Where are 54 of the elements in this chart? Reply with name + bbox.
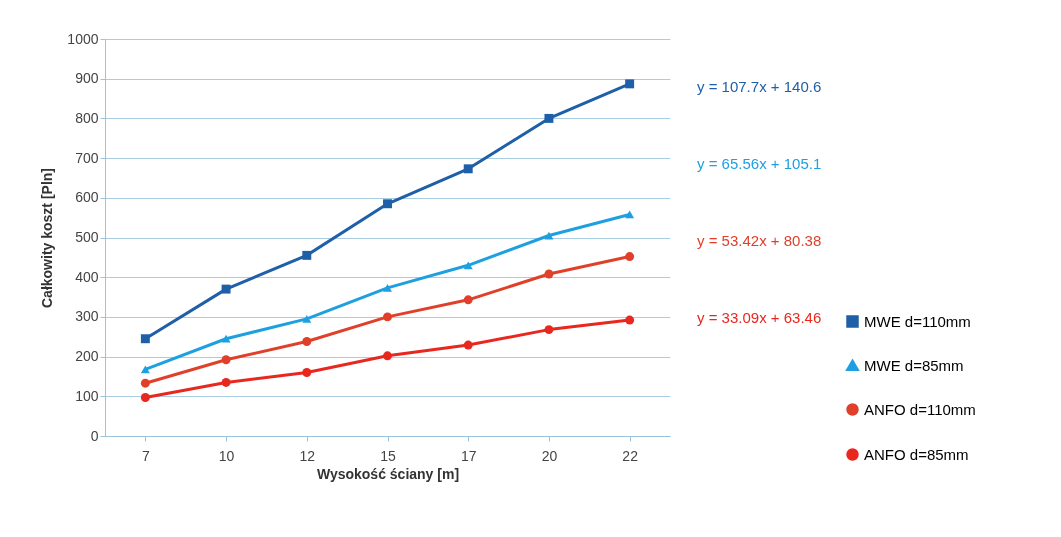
y-tick-label: 100 xyxy=(75,387,99,404)
x-tick-label: 20 xyxy=(541,447,558,464)
x-tick-label: 22 xyxy=(622,447,639,464)
point xyxy=(544,113,554,123)
y-tick-label: 500 xyxy=(75,229,99,245)
point xyxy=(302,250,312,260)
legend-label: MWE d=110mm xyxy=(864,312,971,330)
point xyxy=(463,295,473,305)
point xyxy=(221,377,231,387)
point xyxy=(383,199,392,209)
x-tick-label: 15 xyxy=(380,447,396,464)
point xyxy=(221,355,231,365)
point xyxy=(302,368,312,377)
x-tick-label: 17 xyxy=(460,447,477,464)
y-tick-label: 600 xyxy=(75,189,99,206)
point xyxy=(463,340,473,350)
point xyxy=(625,79,635,89)
point xyxy=(383,312,392,322)
legend-label: MWE d=85mm xyxy=(864,356,964,374)
y-tick-label: 900 xyxy=(75,70,99,87)
point xyxy=(383,284,392,292)
y-tick-label: 700 xyxy=(75,149,99,166)
point xyxy=(302,315,312,323)
y-tick-label: 800 xyxy=(75,109,99,126)
point xyxy=(463,164,473,174)
text: y = 53.42x + 80.38 xyxy=(697,232,822,249)
point xyxy=(221,284,231,294)
y-tick-label: 1000 xyxy=(67,30,99,47)
point xyxy=(463,261,473,270)
y-tick-label: 400 xyxy=(75,268,99,285)
y-tick-label: 0 xyxy=(90,427,99,444)
point xyxy=(625,252,635,262)
legend-label: ANFO d=110mm xyxy=(864,400,976,418)
point xyxy=(140,365,150,374)
text: y = 65.56x + 105.1 xyxy=(697,155,822,172)
point xyxy=(625,315,635,325)
point xyxy=(544,325,554,335)
x-tick-label: 7 xyxy=(141,447,150,464)
x-axis-title: Wysokość ściany [m] xyxy=(316,465,460,482)
y-tick-label: 200 xyxy=(75,348,99,365)
text: y = 107.7x + 140.6 xyxy=(697,78,822,95)
point xyxy=(383,351,392,361)
point xyxy=(140,393,150,402)
point xyxy=(140,334,150,344)
point xyxy=(221,334,231,343)
x-tick-label: 12 xyxy=(299,447,316,464)
point xyxy=(544,269,554,279)
legend-label: ANFO d=85mm xyxy=(864,445,969,463)
x-tick-label: 10 xyxy=(218,447,235,464)
y-axis-title: Całkowity koszt [Pln] xyxy=(39,167,56,309)
text: y = 33.09x + 63.46 xyxy=(697,309,822,326)
y-tick-label: 300 xyxy=(75,308,99,325)
point xyxy=(302,337,312,346)
point xyxy=(140,378,150,388)
